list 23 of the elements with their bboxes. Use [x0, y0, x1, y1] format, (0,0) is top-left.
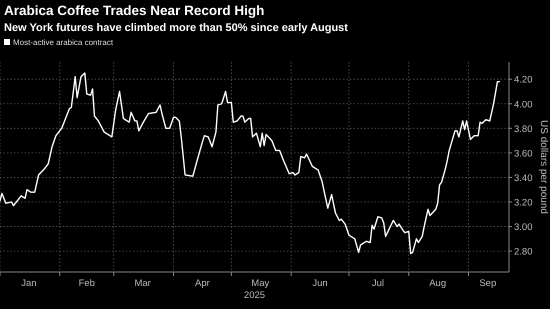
x-tick-label: Apr: [195, 278, 210, 289]
y-tick-label: 3.60: [514, 148, 532, 160]
y-tick-label: 4.20: [514, 74, 532, 86]
chart-title: Arabica Coffee Trades Near Record High: [4, 3, 264, 18]
x-tick-label: Jan: [21, 278, 37, 289]
y-tick-label: 2.80: [514, 246, 532, 258]
x-tick-label: Mar: [134, 278, 151, 289]
x-axis-title: 2025: [244, 290, 266, 301]
line-series: [0, 72, 500, 254]
x-tick-label: Jul: [372, 278, 384, 289]
chart-subtitle: New York futures have climbed more than 50% since early August: [4, 22, 348, 34]
x-tick-label: Aug: [429, 278, 446, 289]
y-axis-title: US dollars per pound: [538, 120, 549, 214]
x-tick-label: Feb: [78, 278, 95, 289]
y-tick-label: 4.00: [514, 99, 532, 110]
y-tick-label: 3.20: [514, 198, 532, 208]
y-tick-label: 3.40: [514, 172, 532, 184]
y-tick-label: 3.00: [514, 222, 532, 234]
x-tick-label: Jun: [312, 278, 328, 289]
x-tick-label: Sep: [479, 278, 496, 289]
y-tick-label: 3.80: [514, 124, 532, 135]
legend-label: Most-active arabica contract: [13, 38, 114, 47]
x-tick-label: May: [251, 278, 270, 289]
